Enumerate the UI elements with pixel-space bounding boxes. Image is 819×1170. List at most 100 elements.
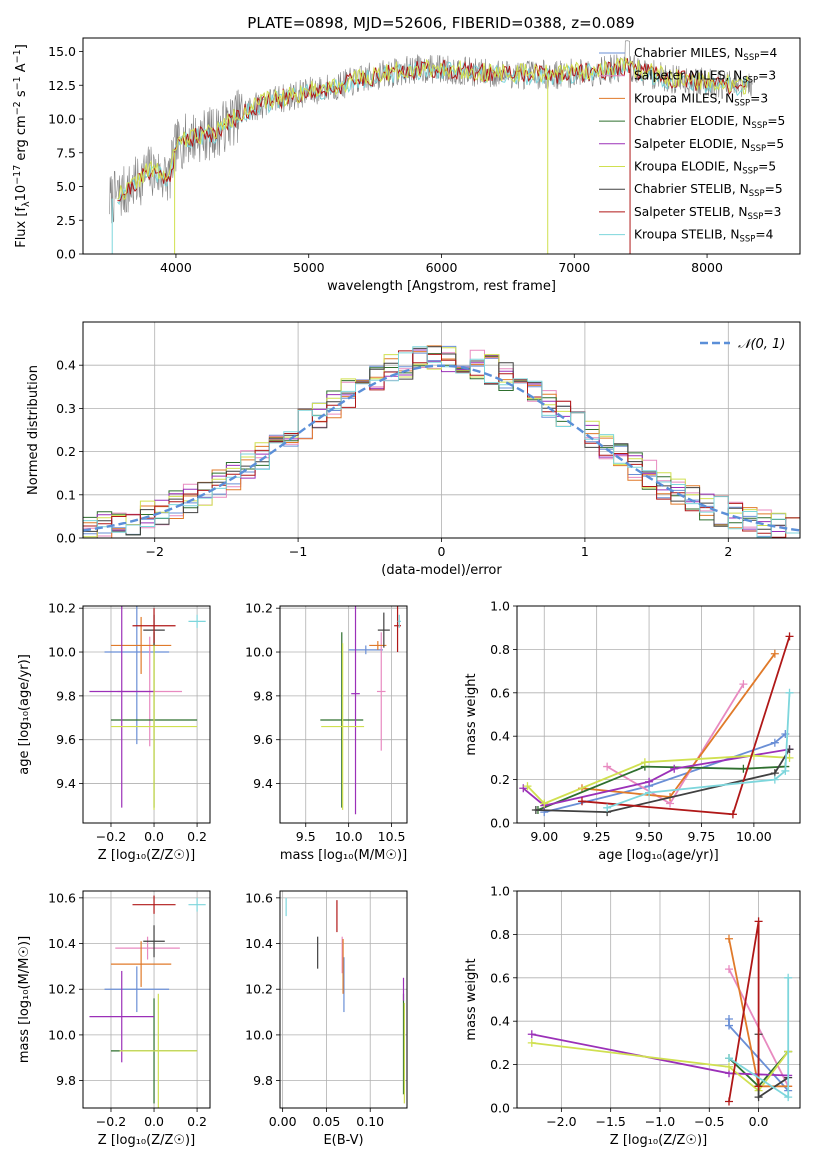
x-tick-label: 9.75 (688, 829, 716, 844)
y-label-part: s (14, 90, 29, 101)
legend-label: Kroupa STELIB, NSSP=4 (634, 228, 774, 245)
legend-label: Kroupa ELODIE, NSSP=5 (634, 160, 776, 177)
y-label-part: −2 (12, 101, 23, 115)
series-marker-k_elodie (725, 1062, 734, 1071)
y-tick-label: 0.4 (490, 1014, 510, 1029)
series-marker-k_stelib (645, 788, 654, 797)
legend-label-suffix: =5 (758, 160, 776, 174)
normal-curve (83, 364, 800, 532)
series-marker-k_stelib (770, 775, 779, 784)
y-label-part: A (14, 63, 29, 76)
x-tick-label: 0.05 (312, 1114, 340, 1129)
legend-label-main: Chabrier STELIB, N (634, 182, 749, 196)
series-marker-k_stelib (785, 688, 794, 697)
plot-area-massweight_vs_age (519, 632, 794, 819)
axes-frame (516, 890, 801, 1109)
x-tick-label: −2 (145, 544, 163, 559)
y-tick-label: 10.4 (245, 936, 273, 951)
axes-frame (82, 605, 211, 824)
series-marker-s_stelib (754, 917, 763, 926)
y-tick-label: 0.4 (490, 729, 510, 744)
series-marker-s_miles (739, 680, 748, 689)
legend-label-sub: SSP (750, 144, 766, 154)
series-line-c_miles (544, 733, 786, 813)
panel-massweight_vs_age: 9.00 9.25 9.50 9.75 10.00 0.0 0.2 0.4 0.6 0.8 1.0 a… (464, 599, 801, 863)
legend-label-suffix: =5 (765, 182, 783, 196)
x-tick-label: −2.0 (546, 1114, 576, 1129)
axes-frame (516, 605, 801, 824)
y-label-part: −1 (12, 76, 23, 90)
plot-area-mass_vs_Z (89, 895, 206, 1108)
y-tick-label: 0.2 (56, 444, 76, 459)
series-marker-c_stelib (754, 1093, 763, 1102)
y-label-part: Flux [f (14, 207, 29, 248)
x-tick-label: 9.50 (635, 829, 663, 844)
plot-area-spectrum (109, 40, 753, 254)
series-marker-c_elodie (739, 764, 748, 773)
x-tick-label: 6000 (426, 260, 458, 275)
legend-label: 𝒩(0, 1) (738, 337, 785, 352)
y-axis-label: mass [log₁₀(M/M☉)] (17, 936, 32, 1063)
y-tick-label: 10.0 (48, 112, 76, 127)
x-tick-label: −0.2 (96, 1114, 126, 1129)
legend-label: Chabrier ELODIE, NSSP=5 (634, 114, 785, 131)
x-tick-label: −1 (289, 544, 307, 559)
legend-label-sub: SSP (751, 121, 767, 131)
y-tick-label: 10.0 (48, 1027, 76, 1042)
legend-label-main: Kroupa STELIB, N (634, 228, 740, 242)
legend-label-main: Chabrier MILES, N (634, 46, 743, 60)
series-marker-k_stelib (784, 1093, 793, 1102)
legend-label-main: Kroupa ELODIE, N (634, 160, 742, 174)
series-marker-s_stelib (725, 1097, 734, 1106)
y-tick-label: 0.0 (56, 531, 76, 546)
y-tick-label: 10.6 (48, 890, 76, 905)
y-label-part: −1 (12, 49, 23, 63)
legend-label-suffix: =5 (766, 137, 784, 151)
y-axis-label: mass weight (464, 673, 479, 755)
series-line-c_stelib (535, 748, 791, 814)
x-axis-label: Z [log₁₀(Z/Z☉)] (98, 1133, 195, 1148)
series-marker-c_miles (725, 1021, 734, 1030)
x-tick-label: 0.0 (144, 1114, 164, 1129)
series-marker-k_stelib (603, 803, 612, 812)
x-axis-label: Z [log₁₀(Z/Z☉)] (610, 1133, 707, 1148)
figure-title: PLATE=0898, MJD=52606, FIBERID=0388, z=0… (247, 14, 634, 32)
y-label-part: −17 (12, 165, 23, 185)
y-tick-label: 0.2 (490, 1057, 510, 1072)
legend-label-sub: SSP (740, 235, 756, 245)
legend-label-main: Salpeter MILES, N (634, 69, 742, 83)
series-marker-s_stelib (785, 632, 794, 641)
axes-frame (82, 890, 211, 1109)
y-tick-label: 9.8 (253, 688, 273, 703)
x-tick-label: 10.5 (378, 829, 406, 844)
legend-label-main: Salpeter ELODIE, N (634, 137, 750, 151)
x-tick-label: 8000 (691, 260, 723, 275)
x-tick-label: −0.2 (96, 829, 126, 844)
panel-massweight_vs_Z: −2.0 −1.5 −1.0 −0.5 0.0 0.0 0.2 0.4 0.6 0.8 1.0 Z [… (464, 884, 801, 1148)
y-tick-label: 10.2 (48, 982, 76, 997)
x-tick-label: 0.0 (749, 1114, 769, 1129)
x-tick-label: 0.10 (356, 1114, 384, 1129)
y-tick-label: 0.6 (490, 970, 510, 985)
x-tick-label: 0.0 (144, 829, 164, 844)
series-marker-k_miles (725, 934, 734, 943)
y-tick-label: 9.6 (56, 732, 76, 747)
y-tick-label: 15.0 (48, 44, 76, 59)
x-tick-label: 0.2 (187, 829, 207, 844)
x-tick-label: 10.00 (736, 829, 772, 844)
series-marker-k_stelib (784, 973, 793, 982)
x-tick-label: 5000 (293, 260, 325, 275)
series-marker-s_elodie (645, 777, 654, 786)
y-tick-label: 0.6 (490, 685, 510, 700)
series-marker-s_miles (725, 965, 734, 974)
y-tick-label: 9.8 (56, 1073, 76, 1088)
y-tick-label: 12.5 (48, 78, 76, 93)
y-tick-label: 10.2 (48, 601, 76, 616)
legend-label-sub: SSP (747, 212, 763, 222)
x-tick-label: 0.00 (269, 1114, 297, 1129)
x-tick-label: 1 (581, 544, 589, 559)
series-marker-k_elodie (640, 758, 649, 767)
legend-label-main: Chabrier ELODIE, N (634, 114, 751, 128)
legend-label: Kroupa MILES, NSSP=3 (634, 91, 768, 108)
